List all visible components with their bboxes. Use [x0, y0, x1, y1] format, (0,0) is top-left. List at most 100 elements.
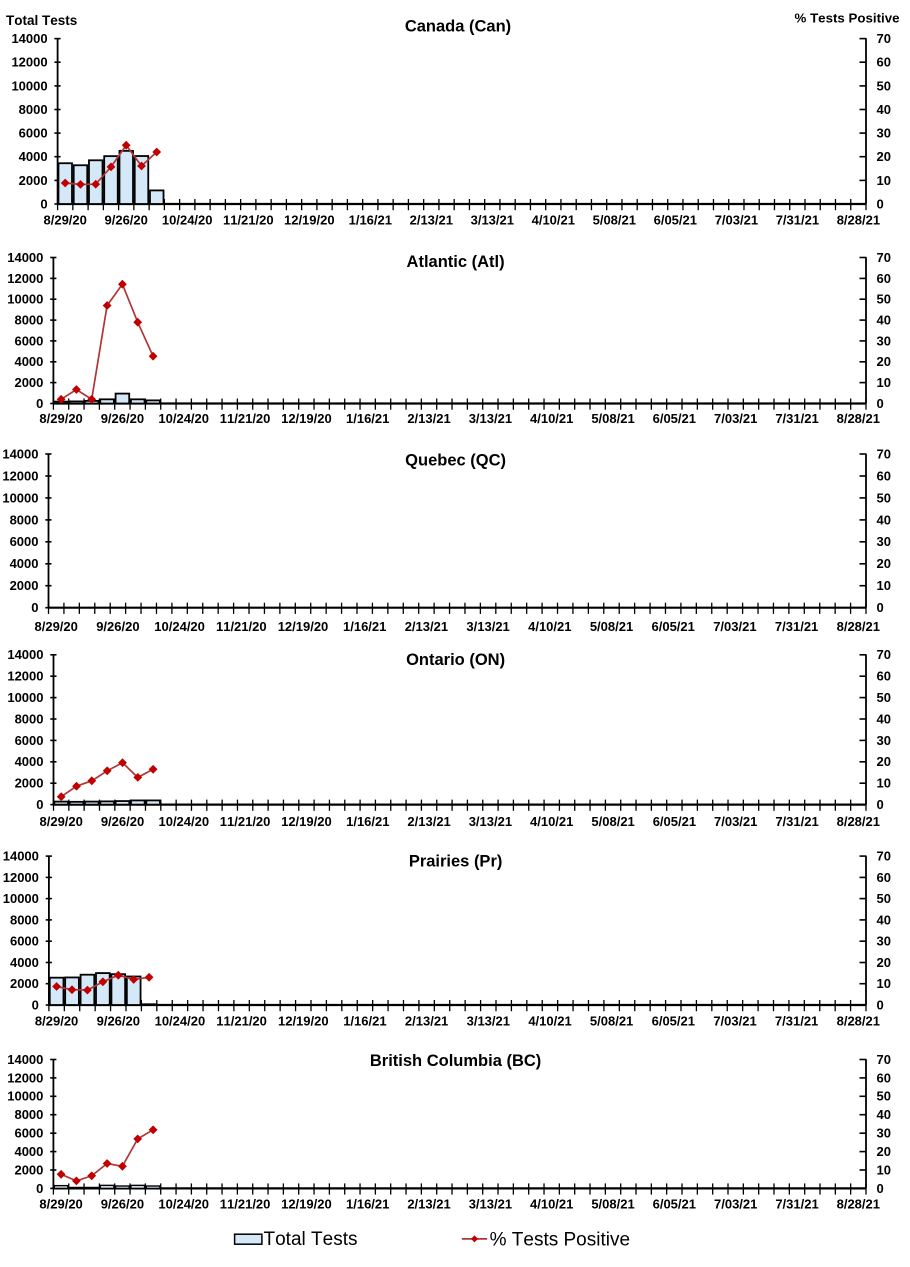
svg-text:8/29/20: 8/29/20	[35, 619, 78, 634]
svg-text:7/03/21: 7/03/21	[715, 213, 758, 228]
svg-text:60: 60	[877, 55, 891, 70]
svg-text:2/13/21: 2/13/21	[405, 619, 448, 634]
svg-text:7/03/21: 7/03/21	[714, 411, 757, 426]
svg-text:12000: 12000	[7, 1070, 43, 1085]
svg-text:8/29/20: 8/29/20	[40, 814, 83, 829]
svg-text:30: 30	[877, 333, 891, 348]
svg-text:2000: 2000	[10, 578, 39, 593]
svg-text:30: 30	[877, 934, 891, 949]
svg-text:5/08/21: 5/08/21	[591, 1197, 634, 1212]
svg-text:20: 20	[877, 754, 891, 769]
svg-text:7/31/21: 7/31/21	[775, 1013, 818, 1028]
svg-text:1/16/21: 1/16/21	[346, 814, 389, 829]
svg-text:14000: 14000	[7, 1052, 43, 1067]
svg-text:0: 0	[31, 600, 38, 615]
svg-text:8/29/20: 8/29/20	[39, 1197, 82, 1212]
svg-text:Total Tests: Total Tests	[264, 1229, 358, 1250]
svg-text:20: 20	[877, 955, 891, 970]
svg-text:8000: 8000	[14, 1107, 43, 1122]
svg-text:2000: 2000	[15, 776, 44, 791]
svg-text:60: 60	[877, 1070, 891, 1085]
svg-text:8/28/21: 8/28/21	[837, 814, 880, 829]
svg-text:10/24/20: 10/24/20	[155, 1013, 206, 1028]
svg-text:3/13/21: 3/13/21	[466, 619, 509, 634]
svg-text:0: 0	[877, 1181, 884, 1196]
svg-text:8/28/21: 8/28/21	[837, 411, 880, 426]
svg-text:7/03/21: 7/03/21	[713, 619, 756, 634]
svg-text:% Tests Positive: % Tests Positive	[490, 1229, 630, 1250]
svg-text:50: 50	[877, 78, 891, 93]
svg-text:9/26/20: 9/26/20	[105, 213, 148, 228]
svg-text:7/03/21: 7/03/21	[714, 814, 757, 829]
svg-text:11/21/20: 11/21/20	[216, 619, 267, 634]
svg-text:10/24/20: 10/24/20	[154, 619, 205, 634]
svg-text:0: 0	[877, 600, 884, 615]
svg-text:11/21/20: 11/21/20	[220, 411, 271, 426]
svg-text:9/26/20: 9/26/20	[101, 814, 144, 829]
svg-text:5/08/21: 5/08/21	[593, 213, 636, 228]
svg-text:8/29/20: 8/29/20	[35, 1013, 78, 1028]
svg-text:70: 70	[877, 446, 891, 461]
svg-text:4000: 4000	[14, 1144, 43, 1159]
svg-text:60: 60	[877, 870, 891, 885]
svg-text:5/08/21: 5/08/21	[590, 1013, 633, 1028]
svg-text:4/10/21: 4/10/21	[530, 411, 573, 426]
svg-text:10/24/20: 10/24/20	[158, 814, 209, 829]
svg-text:2/13/21: 2/13/21	[407, 411, 450, 426]
svg-text:2000: 2000	[14, 1162, 43, 1177]
svg-text:Canada (Can): Canada (Can)	[405, 17, 511, 35]
svg-text:0: 0	[36, 396, 43, 411]
svg-text:4000: 4000	[10, 955, 39, 970]
svg-text:7/03/21: 7/03/21	[714, 1197, 757, 1212]
svg-text:40: 40	[877, 313, 891, 328]
svg-text:10: 10	[877, 776, 891, 791]
svg-text:12000: 12000	[7, 669, 43, 684]
svg-text:2000: 2000	[10, 976, 39, 991]
svg-text:9/26/20: 9/26/20	[96, 619, 139, 634]
svg-text:6000: 6000	[14, 333, 43, 348]
svg-text:2/13/21: 2/13/21	[407, 1197, 450, 1212]
svg-text:10/24/20: 10/24/20	[162, 213, 213, 228]
svg-text:8/28/21: 8/28/21	[837, 1013, 880, 1028]
svg-text:British Columbia (BC): British Columbia (BC)	[370, 1052, 541, 1070]
svg-text:8/28/21: 8/28/21	[837, 1197, 880, 1212]
svg-text:8000: 8000	[15, 711, 44, 726]
svg-text:30: 30	[877, 733, 891, 748]
svg-text:11/21/20: 11/21/20	[220, 1197, 271, 1212]
svg-text:9/26/20: 9/26/20	[101, 411, 144, 426]
svg-text:10: 10	[877, 375, 891, 390]
svg-text:6000: 6000	[15, 733, 44, 748]
svg-text:6000: 6000	[10, 534, 39, 549]
svg-text:10: 10	[877, 1162, 891, 1177]
svg-text:1/16/21: 1/16/21	[346, 411, 389, 426]
svg-text:10000: 10000	[11, 78, 47, 93]
svg-text:11/21/20: 11/21/20	[216, 1013, 267, 1028]
svg-text:4/10/21: 4/10/21	[532, 213, 575, 228]
svg-text:7/31/21: 7/31/21	[775, 1197, 818, 1212]
svg-text:0: 0	[877, 396, 884, 411]
svg-text:6/05/21: 6/05/21	[653, 1197, 696, 1212]
svg-text:4000: 4000	[14, 354, 43, 369]
svg-text:20: 20	[877, 354, 891, 369]
svg-text:1/16/21: 1/16/21	[346, 1197, 389, 1212]
svg-text:Atlantic (Atl): Atlantic (Atl)	[407, 253, 505, 271]
svg-text:3/13/21: 3/13/21	[469, 814, 512, 829]
svg-text:2/13/21: 2/13/21	[407, 814, 450, 829]
svg-text:8000: 8000	[10, 512, 39, 527]
svg-text:20: 20	[877, 1144, 891, 1159]
svg-text:60: 60	[877, 271, 891, 286]
svg-text:12000: 12000	[2, 468, 38, 483]
svg-text:4000: 4000	[19, 149, 48, 164]
svg-text:12000: 12000	[7, 271, 43, 286]
svg-text:14000: 14000	[7, 647, 43, 662]
svg-text:10000: 10000	[3, 891, 39, 906]
svg-text:10: 10	[877, 578, 891, 593]
svg-text:9/26/20: 9/26/20	[97, 1013, 140, 1028]
svg-text:9/26/20: 9/26/20	[101, 1197, 144, 1212]
svg-text:11/21/20: 11/21/20	[220, 814, 271, 829]
svg-text:12/19/20: 12/19/20	[281, 814, 332, 829]
svg-text:20: 20	[877, 556, 891, 571]
svg-text:6/05/21: 6/05/21	[652, 619, 695, 634]
svg-text:8/28/21: 8/28/21	[837, 213, 880, 228]
svg-text:0: 0	[40, 196, 47, 211]
